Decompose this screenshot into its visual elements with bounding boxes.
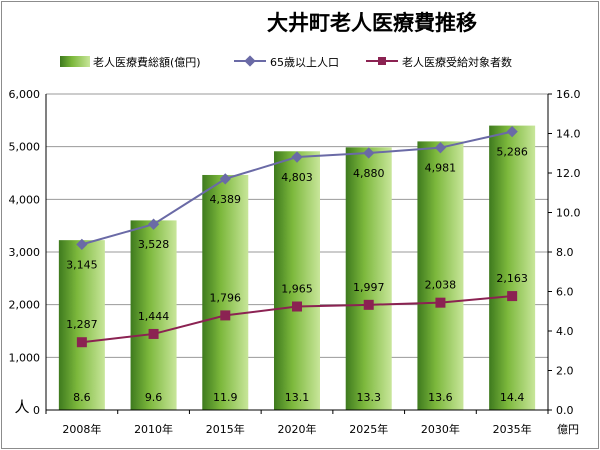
x-tick-label: 2020年 [278,422,317,436]
y-right-tick-label: 6.0 [556,286,574,299]
recipient-value-label: 2,163 [496,272,528,285]
y-right-tick-label: 16.0 [556,88,581,101]
population-point [434,142,447,154]
population-value-label: 3,145 [66,258,98,271]
y-left-tick-label: 5,000 [9,141,41,154]
recipient-point [292,301,302,312]
x-tick-label: 2035年 [493,422,532,436]
bar [489,125,536,410]
y-right-tick-label: 12.0 [556,167,581,180]
legend: 老人医療費総額(億円) 65歳以上人口 老人医療受給対象者数 [60,55,512,69]
population-value-label: 5,286 [496,146,528,159]
legend-bar-swatch [60,56,90,67]
population-point [291,151,303,163]
legend-bar-label: 老人医療費総額(億円) [93,55,201,69]
y-left-tick-label: 0 [33,404,40,417]
recipient-point [363,299,374,310]
population-value-label: 4,981 [425,162,457,175]
y-right-tick-label: 10.0 [556,207,581,220]
recipient-value-label: 2,038 [425,279,457,292]
y-right-tick-label: 0.0 [556,404,574,417]
legend-recipient-label: 老人医療受給対象者数 [402,55,512,69]
bar-value-label: 13.6 [428,391,453,404]
y-right-tick-label: 4.0 [556,325,574,338]
bar [58,240,105,410]
population-point [147,218,160,230]
y-left-axis-label: 人 [14,398,29,416]
bar [417,141,464,410]
x-tick-label: 2015年 [206,422,245,436]
bars [58,125,536,410]
recipient-value-label: 1,965 [281,283,313,296]
y-left-tick-label: 3,000 [9,246,41,259]
population-point [363,147,375,159]
bar [202,174,249,410]
y-right-axis-label: 億円 [557,423,579,436]
x-tick-label: 2010年 [134,422,173,436]
legend-pop-swatch-marker [244,55,256,67]
recipient-value-label: 1,997 [353,281,385,294]
bar-value-label: 13.3 [356,391,381,404]
y-left-tick-label: 4,000 [9,193,41,206]
bar-value-label: 11.9 [213,391,238,404]
recipient-value-label: 1,796 [210,291,242,304]
population-point [219,173,231,185]
y-left-tick-label: 1,000 [9,351,41,364]
recipient-point [220,310,231,321]
recipient-point [76,337,87,348]
population-value-label: 3,528 [138,238,170,251]
x-tick-label: 2025年 [349,422,388,436]
bar [345,147,392,410]
y-left-tick-label: 2,000 [9,299,41,312]
population-value-label: 4,803 [281,171,313,184]
chart-title: 大井町老人医療費推移 [267,11,477,35]
y-right-tick-label: 8.0 [556,246,574,259]
recipient-value-label: 1,287 [66,318,98,331]
population-value-label: 4,389 [210,193,242,206]
recipient-point [148,328,159,339]
recipient-point [435,297,446,308]
legend-pop-label: 65歳以上人口 [270,56,339,69]
population-value-label: 4,880 [353,167,385,180]
x-tick-label: 2030年 [421,422,460,436]
bar [274,151,320,410]
y-right-tick-label: 2.0 [556,365,574,378]
x-tick-label: 2008年 [62,422,101,436]
bar [130,220,177,410]
recipient-point [507,291,518,302]
bar-value-label: 13.1 [285,391,310,404]
y-left-tick-label: 6,000 [9,88,41,101]
bar-value-label: 9.6 [145,391,163,404]
axes: 0 1,000 2,000 3,000 4,000 5,000 6,000 0.0 2.0 4.0… [9,88,581,436]
data-labels: 8.6 9.6 11.9 13.1 13.3 13.6 14.4 3,145 3,528 4,38… [66,146,528,404]
legend-recipient-swatch-marker [378,57,386,65]
bar-value-label: 8.6 [73,391,91,404]
bar-value-label: 14.4 [500,391,525,404]
y-right-tick-label: 14.0 [556,128,581,141]
recipient-value-label: 1,444 [138,310,170,323]
